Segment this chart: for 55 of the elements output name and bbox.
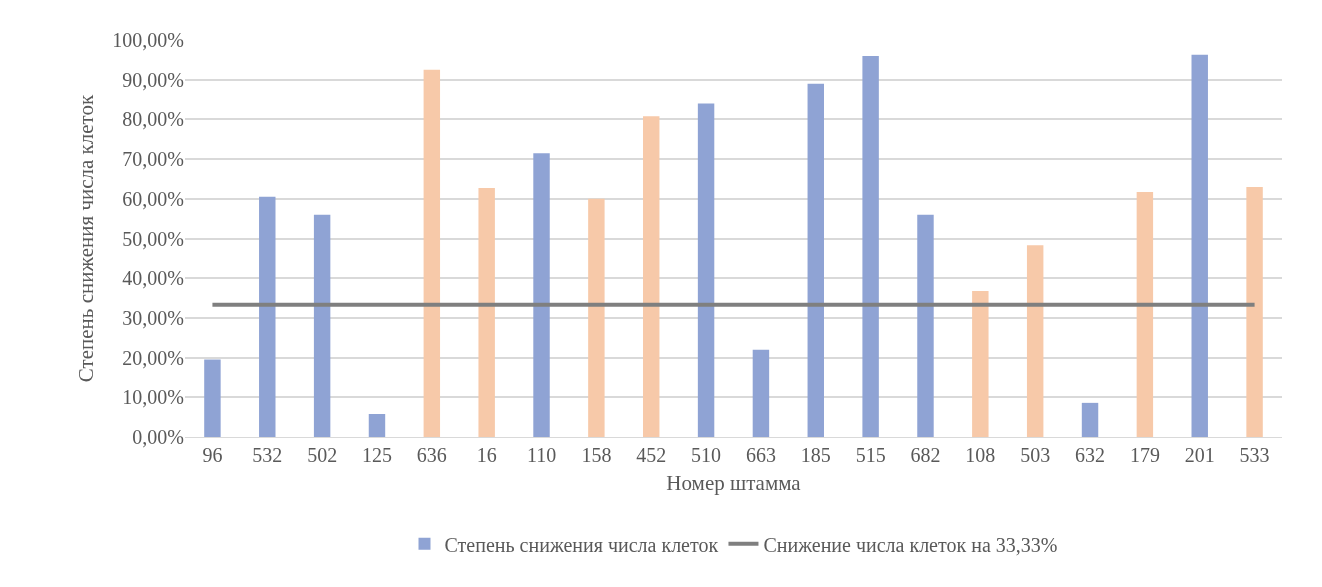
x-tick-label: 158	[581, 444, 612, 466]
bar	[917, 214, 934, 437]
bar	[1081, 402, 1099, 437]
x-tick-label: 185	[800, 444, 831, 466]
bar	[862, 55, 879, 437]
legend-label: Снижение числа клеток на 33,33%	[763, 533, 1058, 556]
x-tick-label: 533	[1239, 444, 1270, 466]
bar	[423, 69, 441, 437]
bar	[697, 103, 715, 437]
y-tick-label: 70,00%	[122, 148, 184, 171]
y-tick-label: 20,00%	[122, 346, 184, 369]
y-tick-label: 10,00%	[122, 386, 184, 409]
bar	[478, 188, 495, 437]
bar	[259, 196, 276, 437]
x-tick-label: 452	[636, 444, 667, 466]
bar	[368, 413, 386, 437]
x-tick-label: 201	[1184, 444, 1215, 466]
y-tick-label: 0,00%	[132, 426, 184, 448]
legend-label: Степень снижения числа клеток	[444, 533, 719, 556]
bar	[972, 290, 989, 437]
x-tick-label: 515	[855, 444, 886, 466]
bar	[204, 359, 221, 437]
x-tick-label: 663	[745, 444, 776, 466]
bar	[1191, 54, 1208, 437]
y-axis-title: Степень снижения числа клеток	[74, 94, 99, 383]
x-tick-label: 503	[1020, 444, 1051, 466]
x-axis-title: Номер штамма	[666, 471, 802, 496]
x-tick-label: 96	[202, 444, 223, 466]
x-tick-label: 532	[252, 444, 283, 466]
y-tick-label: 40,00%	[122, 267, 184, 290]
y-tick-label: 90,00%	[122, 68, 184, 91]
x-tick-label: 16	[476, 444, 497, 466]
x-tick-label: 682	[910, 444, 941, 466]
x-tick-label: 179	[1129, 444, 1160, 466]
x-tick-label: 632	[1075, 444, 1106, 466]
y-tick-label: 30,00%	[122, 306, 184, 329]
y-tick-label: 60,00%	[122, 187, 184, 210]
y-tick-label: 50,00%	[122, 227, 184, 250]
x-tick-label: 125	[361, 444, 392, 466]
x-tick-label: 108	[965, 444, 996, 466]
bar	[588, 198, 605, 437]
bar	[1026, 245, 1044, 437]
x-tick-label: 510	[691, 444, 722, 466]
bar	[752, 349, 770, 437]
x-tick-label: 110	[526, 444, 557, 466]
bar	[807, 83, 824, 437]
bar	[313, 214, 331, 437]
bar	[1136, 192, 1154, 437]
x-tick-label: 636	[416, 444, 447, 466]
y-tick-label: 100,00%	[112, 29, 184, 51]
bar	[1246, 186, 1263, 437]
y-tick-label: 80,00%	[122, 108, 184, 131]
bar	[533, 153, 550, 437]
x-tick-label: 502	[307, 444, 338, 466]
bar	[643, 116, 660, 437]
